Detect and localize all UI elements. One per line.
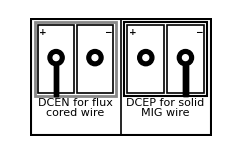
Bar <box>183 65 188 96</box>
Bar <box>77 25 113 93</box>
Circle shape <box>87 50 103 66</box>
Bar <box>124 22 207 96</box>
Bar <box>54 65 58 96</box>
Text: −: − <box>104 28 112 37</box>
Bar <box>127 25 164 93</box>
Circle shape <box>92 55 98 61</box>
Bar <box>54 65 58 96</box>
Text: −: − <box>195 28 202 37</box>
Bar <box>167 25 204 93</box>
Circle shape <box>177 50 194 66</box>
Bar <box>35 22 116 96</box>
Text: MIG wire: MIG wire <box>141 108 190 118</box>
Circle shape <box>48 50 64 66</box>
Bar <box>183 65 188 96</box>
Circle shape <box>138 50 154 66</box>
Text: cored wire: cored wire <box>46 108 105 118</box>
Text: +: + <box>39 28 47 37</box>
Circle shape <box>182 55 188 61</box>
Text: DCEN for flux: DCEN for flux <box>38 98 113 108</box>
Text: +: + <box>129 28 136 37</box>
Bar <box>38 25 74 93</box>
Text: DCEP for solid: DCEP for solid <box>126 98 205 108</box>
Circle shape <box>143 55 149 61</box>
Circle shape <box>53 55 59 61</box>
